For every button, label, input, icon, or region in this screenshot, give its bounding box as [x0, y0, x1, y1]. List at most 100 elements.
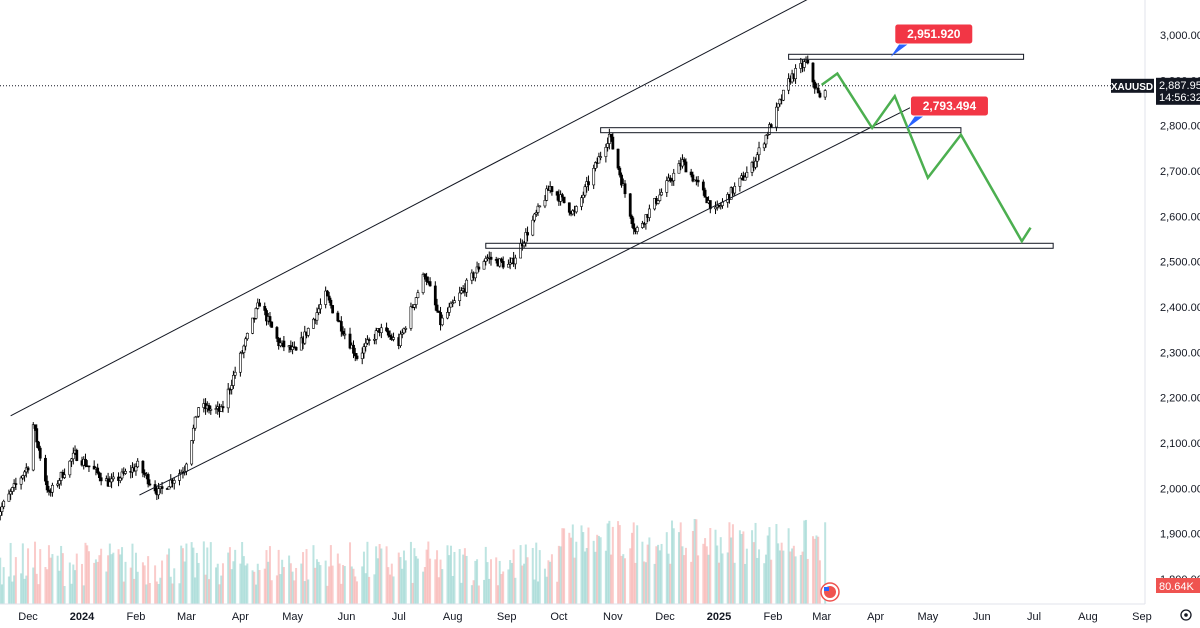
- candle-body: [581, 194, 585, 199]
- candle-body: [641, 223, 644, 228]
- volume-bar: [375, 546, 378, 604]
- candle-body: [99, 477, 103, 482]
- projected-path[interactable]: [820, 71, 1032, 244]
- candle-body: [404, 328, 408, 330]
- x-tick-label: 2024: [70, 611, 95, 623]
- volume-bar: [573, 557, 576, 604]
- volume-bar: [502, 571, 505, 604]
- candle-body: [446, 312, 449, 319]
- volume-bar: [387, 567, 390, 604]
- price-callout[interactable]: 2,793.494: [906, 95, 989, 129]
- candle-body: [623, 183, 627, 195]
- candle-body: [306, 328, 310, 336]
- price-callout[interactable]: 2,951.920: [890, 23, 974, 57]
- volume-bar: [314, 567, 317, 604]
- candle-body: [555, 191, 559, 196]
- candle-body: [315, 312, 319, 321]
- horizontal-level-box[interactable]: [600, 127, 962, 134]
- candle-body: [221, 406, 225, 409]
- volume-bar: [108, 543, 111, 604]
- candle-body: [533, 213, 536, 221]
- volume-bar: [620, 555, 623, 604]
- volume-bar: [328, 566, 331, 604]
- volume-bar: [672, 528, 675, 604]
- volume-bar: [629, 548, 632, 604]
- volume-bar: [368, 576, 371, 604]
- volume-bar: [483, 579, 486, 604]
- volume-bar: [451, 575, 454, 604]
- volume-bar: [63, 585, 66, 604]
- volume-bar: [366, 541, 369, 604]
- volume-bar: [434, 559, 437, 604]
- candle-body: [489, 256, 493, 260]
- candle-body: [776, 103, 780, 108]
- candle-body: [238, 352, 242, 373]
- volume-bar: [813, 538, 816, 604]
- volume-bar: [404, 560, 407, 604]
- volume-bar: [192, 547, 195, 604]
- volume-bar: [691, 530, 694, 604]
- y-tick-label: 2,700.00: [1160, 166, 1200, 178]
- volume-bar: [763, 563, 766, 604]
- candle-body: [447, 306, 451, 313]
- candle-body: [245, 332, 249, 340]
- volume-bar: [291, 571, 294, 604]
- volume-bar: [392, 576, 395, 604]
- volume-bar: [134, 552, 137, 604]
- candle-body: [453, 300, 456, 304]
- candle-body: [0, 506, 4, 512]
- candle-body: [71, 452, 75, 460]
- candle-body: [108, 481, 112, 487]
- volume-bar: [51, 554, 54, 604]
- candle-body: [599, 156, 603, 158]
- volume-bar: [550, 554, 553, 604]
- candle-body: [689, 171, 693, 176]
- volume-bar: [811, 536, 814, 604]
- candle-body: [303, 331, 307, 344]
- volume-bar: [315, 559, 318, 604]
- volume-bar: [587, 527, 590, 604]
- volume-bars: [0, 519, 827, 604]
- candle-body: [294, 347, 298, 351]
- volume-bar: [658, 550, 661, 604]
- volume-bar: [361, 566, 364, 604]
- volume-bar: [47, 545, 50, 604]
- volume-bar: [154, 565, 157, 604]
- volume-bar: [758, 549, 761, 604]
- candle-body: [7, 493, 11, 502]
- candle-body: [507, 263, 510, 268]
- channel-lower-line[interactable]: [139, 107, 911, 496]
- candle-body: [465, 279, 469, 293]
- candle-body: [172, 480, 176, 484]
- candle-body: [644, 214, 648, 225]
- candle-body: [143, 472, 147, 475]
- settings-icon[interactable]: [1180, 609, 1192, 621]
- volume-bar: [402, 550, 405, 604]
- volume-bar: [778, 550, 781, 604]
- volume-bar: [777, 543, 780, 604]
- volume-bar: [524, 544, 527, 604]
- us-flag-icon[interactable]: [820, 582, 840, 602]
- volume-bar: [136, 571, 139, 604]
- candle-body: [352, 344, 355, 354]
- volume-bar: [70, 583, 73, 604]
- volume-bar: [105, 571, 108, 604]
- volume-bar: [775, 524, 778, 604]
- channel-upper-line[interactable]: [10, 0, 857, 417]
- x-tick-label: Mar: [177, 611, 196, 623]
- candle-body: [195, 415, 199, 418]
- candle-body: [244, 338, 248, 347]
- volume-bar: [470, 585, 473, 604]
- horizontal-level-box[interactable]: [485, 242, 1054, 249]
- volume-bar: [791, 548, 794, 604]
- x-tick-label: Aug: [1078, 611, 1098, 623]
- candle-body: [317, 308, 321, 313]
- volume-bar: [82, 585, 85, 604]
- volume-bar: [352, 568, 355, 604]
- volume-bar: [242, 556, 245, 604]
- candle-body: [63, 474, 66, 478]
- volume-bar: [119, 554, 122, 604]
- horizontal-level-box[interactable]: [788, 53, 1025, 60]
